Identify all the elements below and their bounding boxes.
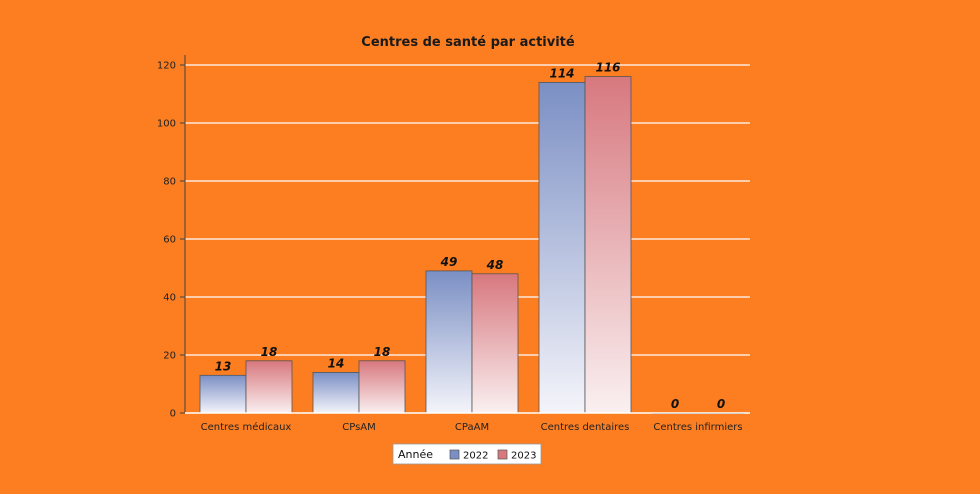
legend-title: Année (398, 448, 433, 461)
gridlines (185, 64, 750, 356)
data-label: 18 (374, 345, 391, 359)
bar-2023-1[interactable] (358, 360, 406, 414)
bar-2023-0[interactable] (245, 360, 293, 414)
data-label: 116 (595, 61, 620, 75)
data-label: 114 (549, 66, 574, 80)
bar-2023-2[interactable] (471, 273, 519, 414)
legend-label-2022: 2022 (463, 451, 488, 462)
x-tick-label: Centres médicaux (201, 421, 292, 433)
bar-2023-3[interactable] (584, 76, 632, 414)
data-label: 0 (671, 397, 679, 411)
bar-2022-2[interactable] (425, 270, 473, 414)
data-label: 0 (717, 397, 725, 411)
x-tick-label: Centres dentaires (541, 422, 630, 433)
y-tick-label: 0 (170, 409, 176, 420)
y-tick-label: 100 (157, 119, 176, 130)
legend[interactable]: Année 2022 2023 (392, 443, 542, 465)
x-tick-label: Centres infirmiers (653, 422, 742, 433)
data-label: 13 (215, 359, 232, 373)
y-tick-label: 60 (163, 235, 176, 246)
data-label: 14 (328, 356, 345, 370)
chart-title: Centres de santé par activité (361, 35, 575, 50)
data-label: 48 (486, 258, 504, 272)
legend-swatch-2022 (449, 449, 460, 460)
data-label: 49 (440, 255, 458, 269)
y-tick-label: 40 (163, 293, 176, 304)
y-tick-label: 120 (157, 61, 176, 72)
data-labels: 13 18 14 18 49 48 114 116 0 0 (215, 61, 726, 411)
data-label: 18 (261, 345, 278, 359)
bar-2022-3[interactable] (538, 82, 586, 414)
y-axis: 0 20 40 60 80 100 120 (157, 55, 186, 420)
bars (199, 76, 745, 415)
bar-2022-0[interactable] (199, 374, 247, 414)
bar-2022-1[interactable] (312, 371, 360, 414)
x-axis: Centres médicaux CPsAM CPaAM Centres dentai… (185, 412, 750, 433)
y-tick-label: 80 (163, 177, 176, 188)
legend-swatch-2023 (497, 449, 508, 460)
x-tick-label: CPsAM (342, 422, 376, 433)
y-tick-label: 20 (163, 351, 176, 362)
x-tick-label: CPaAM (455, 422, 489, 433)
legend-label-2023: 2023 (511, 451, 536, 462)
